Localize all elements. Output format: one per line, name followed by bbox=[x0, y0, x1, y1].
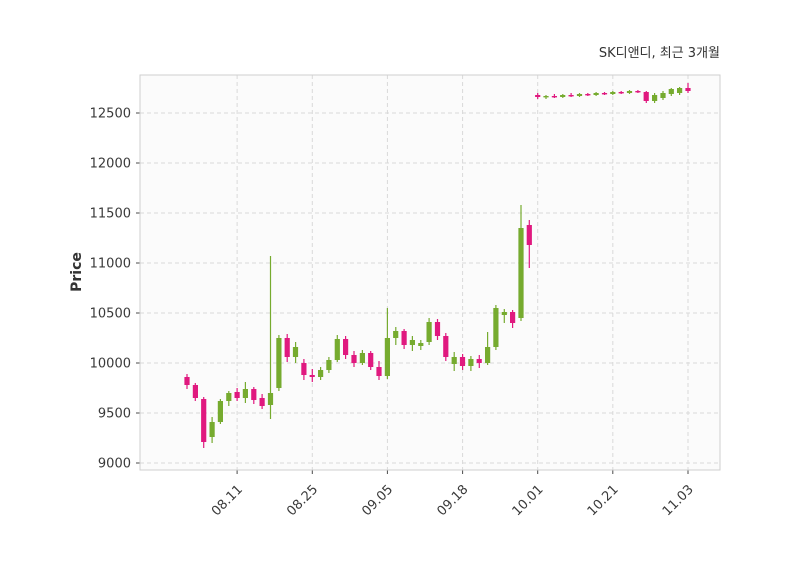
candle-body bbox=[401, 331, 407, 345]
candle-body bbox=[184, 377, 190, 385]
candle-body bbox=[292, 347, 299, 357]
candle-body bbox=[668, 89, 674, 94]
y-tick-label: 12500 bbox=[90, 107, 131, 122]
candle-body bbox=[618, 92, 624, 94]
candle-body bbox=[301, 363, 307, 375]
candle-body bbox=[468, 359, 474, 366]
chart-title: SK디앤디, 최근 3개월 bbox=[598, 46, 720, 61]
candle-body bbox=[576, 94, 583, 96]
candle-body bbox=[660, 93, 666, 98]
candle-body bbox=[217, 401, 223, 422]
candle-body bbox=[192, 385, 198, 398]
candle-body bbox=[443, 336, 449, 357]
y-tick-label: 10000 bbox=[90, 357, 131, 372]
candle-body bbox=[585, 94, 591, 96]
candle-body bbox=[226, 393, 232, 401]
y-axis-label: Price bbox=[69, 252, 85, 292]
x-tick-label: 08.11 bbox=[209, 482, 246, 519]
candle-body bbox=[626, 91, 633, 93]
candle-body bbox=[551, 96, 557, 98]
candle-body bbox=[560, 95, 566, 97]
x-tick-label: 11.03 bbox=[660, 482, 697, 519]
candle-body bbox=[543, 96, 549, 98]
y-tick-label: 12000 bbox=[90, 157, 131, 172]
candle-body bbox=[593, 93, 599, 95]
candle-body bbox=[343, 339, 349, 355]
candle-body bbox=[259, 398, 265, 406]
candle-body bbox=[284, 338, 290, 357]
candle-body bbox=[610, 92, 616, 94]
candle-body bbox=[652, 95, 658, 101]
y-tick-label: 11500 bbox=[90, 207, 131, 222]
plot-area bbox=[140, 75, 720, 470]
candle-body bbox=[601, 93, 608, 95]
x-tick-label: 09.05 bbox=[359, 482, 396, 519]
candle-body bbox=[426, 322, 432, 342]
x-tick-label: 10.01 bbox=[510, 482, 547, 519]
candle-body bbox=[643, 92, 649, 101]
candle-body bbox=[510, 312, 516, 323]
candle-body bbox=[493, 308, 499, 347]
candle-body bbox=[501, 312, 507, 315]
candle-body bbox=[318, 370, 324, 377]
candle-body bbox=[476, 359, 482, 363]
candle-body bbox=[526, 225, 532, 245]
candle-body bbox=[393, 331, 399, 338]
candle-body bbox=[485, 347, 491, 363]
candle-body bbox=[376, 367, 382, 376]
candle-body bbox=[334, 339, 340, 360]
candle-body bbox=[326, 360, 332, 370]
candle-body bbox=[685, 88, 691, 91]
candle-body bbox=[635, 91, 641, 93]
candle-body bbox=[309, 375, 315, 377]
candle-body bbox=[368, 353, 374, 367]
candle-body bbox=[568, 95, 574, 97]
candle-body bbox=[518, 228, 524, 318]
candle-body bbox=[351, 355, 357, 363]
candle-body bbox=[384, 338, 390, 376]
candle-body bbox=[535, 95, 541, 97]
x-tick-label: 08.25 bbox=[284, 482, 321, 519]
candle-body bbox=[209, 422, 215, 437]
plot-border bbox=[139, 74, 721, 471]
candle-body bbox=[451, 357, 457, 364]
candle-body bbox=[434, 322, 441, 336]
y-tick-label: 9500 bbox=[98, 407, 131, 422]
candle-body bbox=[234, 392, 240, 398]
candle-body bbox=[359, 353, 365, 363]
y-tick-label: 10500 bbox=[90, 307, 131, 322]
candle-body bbox=[459, 357, 466, 366]
y-tick-label: 11000 bbox=[90, 257, 131, 272]
candle-body bbox=[251, 389, 257, 400]
candle-body bbox=[418, 343, 424, 346]
y-tick-label: 9000 bbox=[98, 457, 131, 472]
x-tick-label: 10.21 bbox=[585, 482, 622, 519]
candle-body bbox=[677, 88, 683, 93]
candle-body bbox=[242, 389, 248, 398]
candle-body bbox=[276, 338, 282, 388]
candle-body bbox=[409, 340, 415, 345]
x-tick-label: 09.18 bbox=[435, 482, 472, 519]
candle-body bbox=[201, 399, 207, 442]
candle-body bbox=[267, 393, 274, 405]
